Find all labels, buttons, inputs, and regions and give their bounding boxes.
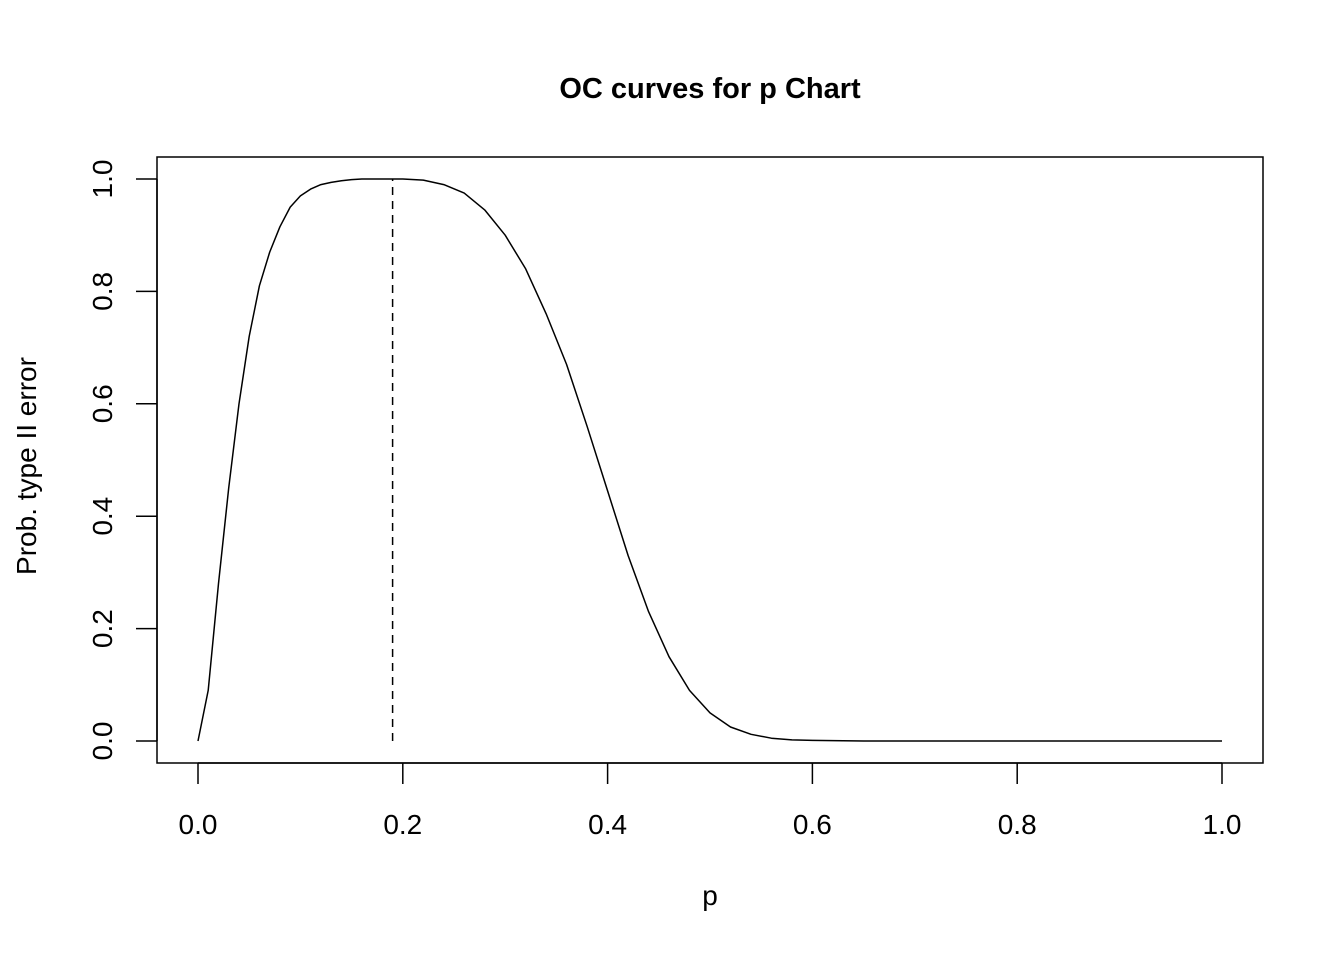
x-axis: 0.0 0.2 0.4 0.6 0.8 1.0 (179, 762, 1242, 840)
x-tick-label: 0.4 (588, 809, 627, 840)
y-tick-label: 0.8 (87, 272, 118, 311)
y-axis-label: Prob. type II error (11, 357, 42, 575)
y-tick-label: 0.0 (87, 722, 118, 761)
y-axis: 0.0 0.2 0.4 0.6 0.8 1.0 (87, 160, 158, 761)
y-tick-label: 1.0 (87, 160, 118, 199)
x-tick-label: 0.8 (998, 809, 1037, 840)
x-tick-label: 0.6 (793, 809, 832, 840)
x-tick-label: 0.0 (179, 809, 218, 840)
plot-frame (156, 156, 1264, 764)
chart-title: OC curves for p Chart (559, 73, 861, 105)
series-layer (197, 178, 1222, 742)
oc-curve-line (197, 178, 1222, 742)
y-tick-label: 0.6 (87, 384, 118, 423)
x-tick-label: 0.2 (383, 809, 422, 840)
y-tick-label: 0.4 (87, 497, 118, 536)
y-tick-label: 0.2 (87, 609, 118, 648)
x-tick-label: 1.0 (1203, 809, 1242, 840)
x-axis-label: p (702, 880, 718, 911)
